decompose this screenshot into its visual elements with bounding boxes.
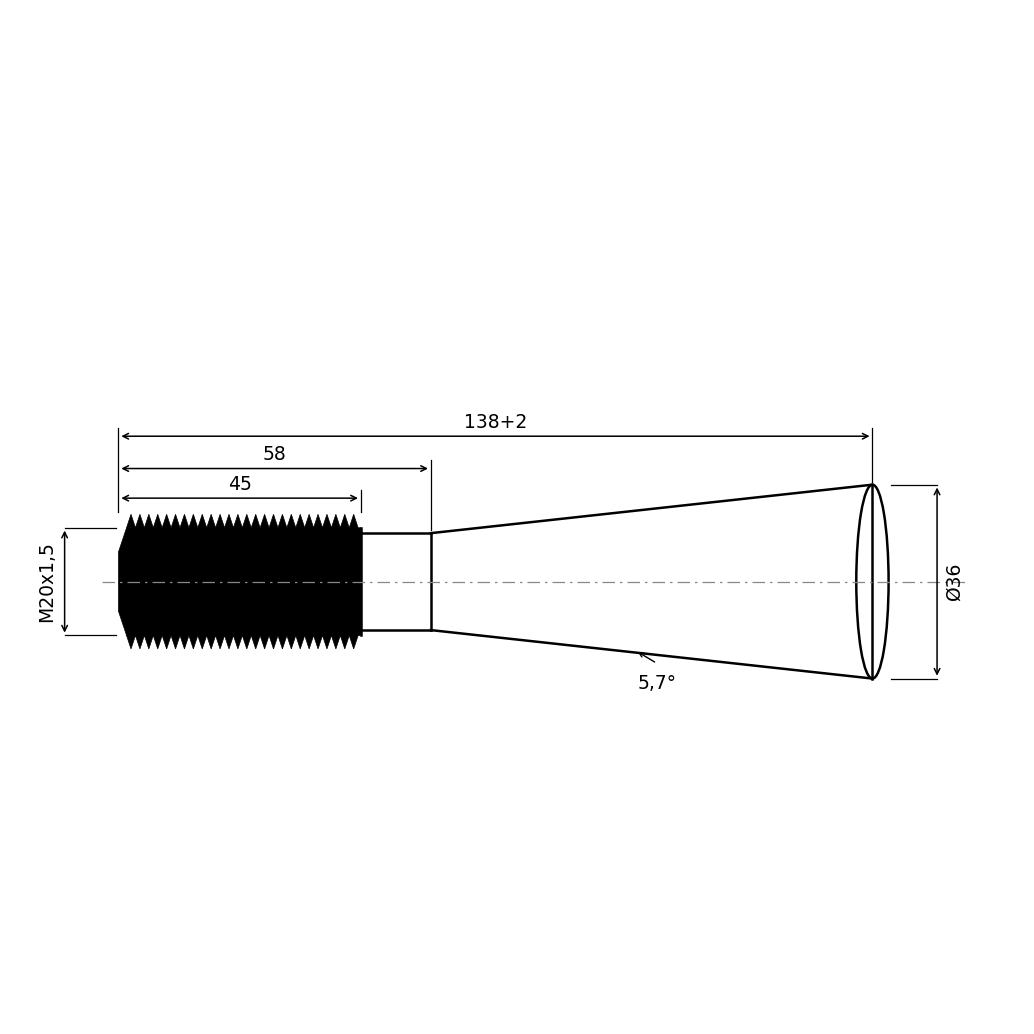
- Text: 58: 58: [263, 446, 286, 464]
- Text: 5,7°: 5,7°: [638, 674, 676, 693]
- Text: M20x1,5: M20x1,5: [37, 541, 57, 622]
- Text: Ø36: Ø36: [945, 562, 964, 601]
- Text: 138+2: 138+2: [464, 413, 527, 432]
- Text: 45: 45: [227, 475, 251, 494]
- Polygon shape: [119, 514, 361, 649]
